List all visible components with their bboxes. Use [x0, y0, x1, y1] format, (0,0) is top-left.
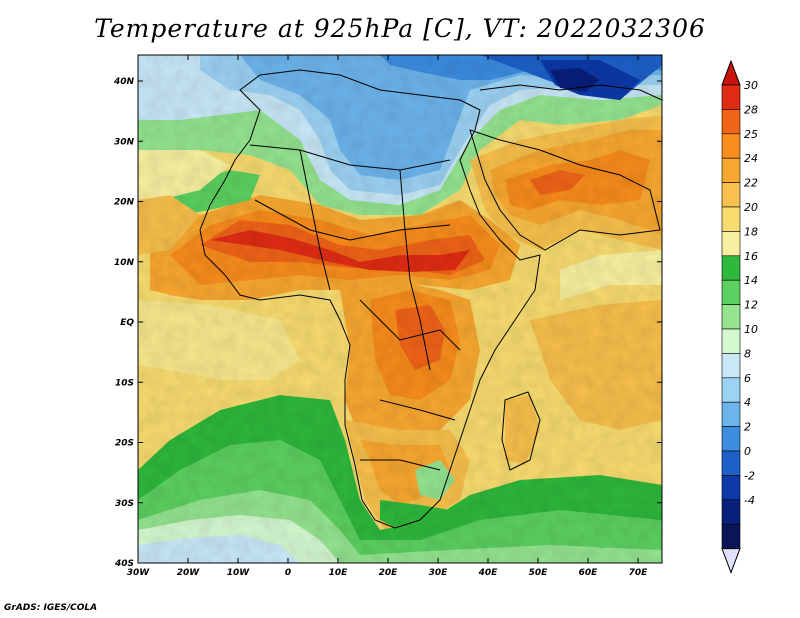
colorbar-swatch	[721, 84, 741, 110]
colorbar-swatch	[721, 182, 741, 208]
lon-label: 30W	[127, 568, 151, 578]
lat-label: 20N	[114, 198, 135, 208]
chart-title: Temperature at 925hPa [C], VT: 202203230…	[94, 14, 706, 43]
colorbar-swatch	[721, 353, 741, 379]
colorbar-swatch	[721, 109, 741, 135]
colorbar-label: 28	[744, 103, 758, 116]
lon-label: 10E	[329, 568, 349, 578]
colorbar-swatch	[721, 157, 741, 183]
lon-label: 40E	[478, 568, 499, 578]
colorbar-label: 22	[744, 177, 758, 190]
map-frame	[137, 54, 663, 564]
colorbar-swatch	[721, 401, 741, 427]
lat-label: 40N	[113, 77, 135, 87]
colorbar-label: 12	[744, 299, 758, 312]
colorbar-label: 2	[744, 421, 751, 434]
lon-label: 60E	[579, 568, 599, 578]
lat-label: 20S	[115, 439, 134, 449]
latitude-axis: 40N 30N 20N 10N EQ 10S 20S 30S 40S	[113, 77, 662, 569]
colorbar-swatch	[721, 426, 741, 452]
lon-label: 20E	[379, 568, 399, 578]
lat-label: EQ	[120, 318, 134, 328]
colorbar-label: -4	[744, 494, 755, 507]
colorbar-swatch	[721, 231, 741, 257]
colorbar-label: 16	[744, 250, 758, 263]
temperature-field	[138, 55, 662, 563]
colorbar-label: 4	[744, 396, 751, 409]
colorbar-label: 0	[744, 445, 751, 458]
colorbar-label: 14	[744, 274, 758, 287]
colorbar-swatch	[721, 377, 741, 403]
lat-label: 30S	[115, 499, 134, 509]
lon-label: 30E	[429, 568, 449, 578]
colorbar-label: 25	[744, 128, 758, 141]
colorbar-swatch	[721, 499, 741, 525]
lat-label: 10N	[114, 258, 135, 268]
colorbar-top-arrow	[721, 59, 741, 86]
colorbar-swatch	[721, 255, 741, 281]
lat-label: 40S	[114, 559, 134, 569]
colorbar-label: 24	[744, 152, 758, 165]
colorbar-swatch	[721, 523, 741, 549]
grads-credit: GrADS: IGES/COLA	[4, 603, 98, 613]
colorbar-bottom-arrow	[721, 548, 741, 575]
colorbar-swatch	[721, 279, 741, 305]
colorbar-swatch	[721, 328, 741, 354]
lat-label: 10S	[115, 378, 134, 388]
colorbar-swatch	[721, 304, 741, 330]
colorbar-label: 8	[744, 347, 751, 360]
lat-label: 30N	[114, 137, 135, 147]
colorbar-label: -2	[744, 469, 755, 482]
colorbar-swatch	[721, 133, 741, 159]
lon-label: 10W	[227, 568, 251, 578]
colorbar-label: 30	[744, 79, 758, 92]
lon-label: 50E	[529, 568, 549, 578]
colorbar-label: 18	[744, 225, 758, 238]
colorbar-label: 20	[744, 201, 758, 214]
colorbar-swatch	[721, 206, 741, 232]
coastlines	[199, 69, 662, 529]
lon-label: 70E	[629, 568, 649, 578]
colorbar-label: 6	[744, 372, 751, 385]
lon-label: 20W	[177, 568, 201, 578]
colorbar-swatch	[721, 450, 741, 476]
colorbar-swatch	[721, 475, 741, 501]
colorbar-label: 10	[744, 323, 758, 336]
longitude-axis: 30W 20W 10W 0 10E 20E 30E 40E 50E 60E 70E	[127, 55, 648, 578]
lon-label: 0	[285, 568, 291, 578]
